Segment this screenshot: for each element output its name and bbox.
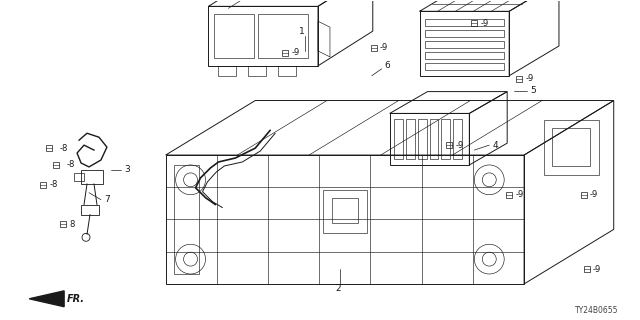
Text: -9: -9 — [291, 48, 300, 57]
Bar — [424, 19, 504, 26]
Polygon shape — [29, 291, 64, 307]
Bar — [323, 190, 367, 233]
Text: 1: 1 — [300, 27, 305, 36]
Text: 4: 4 — [492, 140, 498, 150]
Text: -8: -8 — [59, 144, 67, 153]
Bar — [424, 63, 504, 70]
Text: 6: 6 — [385, 61, 390, 70]
Bar — [74, 173, 84, 181]
Bar — [60, 221, 66, 228]
Bar — [81, 204, 99, 214]
Text: -9: -9 — [380, 44, 388, 52]
Text: 3: 3 — [124, 165, 130, 174]
Text: 2: 2 — [335, 284, 340, 293]
Bar — [46, 145, 52, 151]
Text: 5: 5 — [530, 86, 536, 95]
Bar — [471, 20, 477, 26]
Text: -9: -9 — [515, 190, 524, 199]
Bar — [53, 162, 59, 168]
Text: TY24B0655: TY24B0655 — [575, 306, 619, 315]
Bar — [40, 182, 46, 188]
Bar — [424, 30, 504, 37]
Bar — [552, 128, 590, 166]
Bar — [332, 198, 358, 223]
Bar — [259, 14, 308, 58]
Text: -9: -9 — [525, 74, 533, 83]
Text: FR.: FR. — [67, 294, 85, 304]
Bar — [406, 119, 415, 159]
Bar — [581, 192, 587, 198]
Text: -9: -9 — [593, 265, 601, 274]
Bar — [442, 119, 451, 159]
Bar — [544, 120, 599, 175]
Bar — [282, 50, 288, 56]
Text: -9: -9 — [480, 19, 488, 28]
Text: -8: -8 — [49, 180, 58, 189]
Bar — [81, 170, 103, 184]
Text: -9: -9 — [590, 190, 598, 199]
Bar — [424, 52, 504, 59]
Bar — [429, 119, 438, 159]
Bar — [584, 266, 590, 272]
Bar — [394, 119, 403, 159]
Bar — [173, 165, 198, 274]
Bar — [447, 142, 452, 148]
Bar — [453, 119, 462, 159]
Bar — [516, 76, 522, 82]
Bar — [371, 45, 377, 51]
Text: 8: 8 — [69, 220, 74, 229]
Bar — [506, 192, 512, 198]
Text: -8: -8 — [66, 160, 74, 170]
Bar — [417, 119, 426, 159]
Bar — [214, 14, 254, 58]
Text: -9: -9 — [456, 140, 463, 150]
Text: 7: 7 — [104, 195, 109, 204]
Bar — [424, 41, 504, 48]
